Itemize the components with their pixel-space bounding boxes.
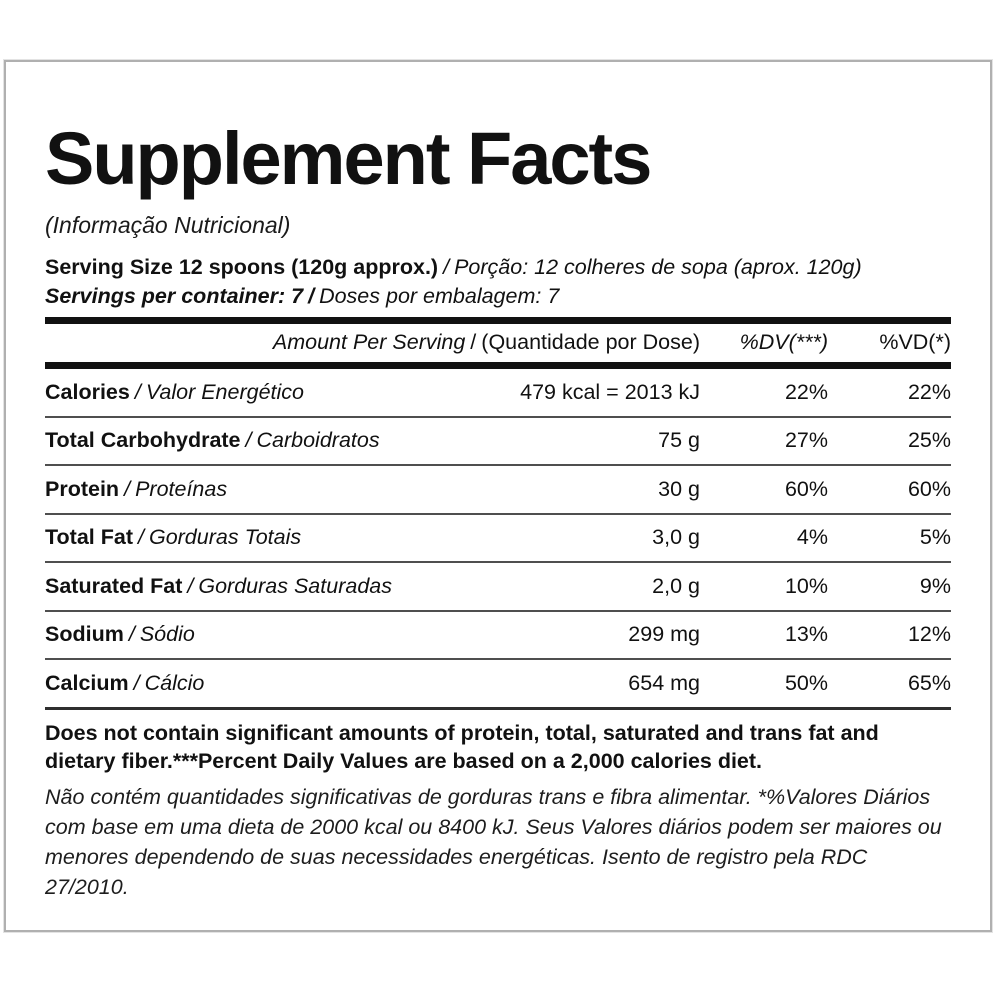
nutrient-name-en: Calories bbox=[45, 379, 130, 404]
table-row-total-carbohydrate: Total Carbohydrate / Carboidratos 75 g 27%… bbox=[45, 418, 951, 466]
nutrient-name: Calories / Valor Energético bbox=[45, 380, 485, 405]
dv-value: 22% bbox=[784, 379, 828, 404]
separator-slash: / bbox=[134, 379, 141, 404]
nutrient-name: Protein / Proteínas bbox=[45, 477, 485, 502]
page-title: Supplement Facts bbox=[45, 117, 652, 200]
label-content: Supplement Facts (Informação Nutricional… bbox=[6, 120, 990, 902]
nutrient-name-pt: Valor Energético bbox=[145, 379, 304, 404]
vd-value: 22% bbox=[907, 379, 951, 404]
nutrient-name-en: Saturated Fat bbox=[45, 573, 183, 598]
dv-value: 10% bbox=[784, 573, 828, 598]
table-row-protein: Protein / Proteínas 30 g 60% 60% bbox=[45, 466, 951, 515]
separator-slash: / bbox=[470, 330, 477, 354]
footnote-daily-values-en: Does not contain significant amounts of … bbox=[45, 720, 879, 774]
dv-value: 13% bbox=[784, 622, 828, 647]
table-row-calcium: Calcium / Cálcio 654 mg 50% 65% bbox=[45, 660, 951, 710]
footnote-daily-values-pt: Não contém quantidades significativas de… bbox=[45, 784, 942, 899]
servings-container-pt: Doses por embalagem: 7 bbox=[319, 284, 560, 308]
table-row-saturated-fat: Saturated Fat / Gorduras Saturadas 2,0 g 1… bbox=[45, 563, 951, 612]
vd-value: 5% bbox=[919, 525, 951, 550]
nutrient-name: Calcium / Cálcio bbox=[45, 671, 485, 696]
table-header-row: Amount Per Serving / (Quantidade por Dose)… bbox=[45, 324, 951, 362]
separator-slash: / bbox=[245, 428, 252, 453]
serving-info: Serving Size 12 spoons (120g approx.) / Po… bbox=[45, 253, 951, 311]
nutrient-table: Calories / Valor Energético 479 kcal = 201… bbox=[45, 369, 951, 710]
table-row-calories: Calories / Valor Energético 479 kcal = 201… bbox=[45, 369, 951, 418]
supplement-facts-label: Supplement Facts (Informação Nutricional… bbox=[4, 60, 992, 932]
serving-size-en: Serving Size 12 spoons (120g approx.) bbox=[45, 255, 439, 279]
amount-value: 299 mg bbox=[628, 622, 700, 647]
nutrient-name-en: Total Carbohydrate bbox=[45, 428, 241, 453]
vd-value: 60% bbox=[907, 476, 951, 501]
header-amount-pt: (Quantidade por Dose) bbox=[481, 330, 700, 354]
nutrient-name-en: Sodium bbox=[45, 622, 124, 647]
nutrient-name: Total Fat / Gorduras Totais bbox=[45, 525, 485, 550]
vd-value: 65% bbox=[907, 670, 951, 695]
nutrient-name-en: Total Fat bbox=[45, 525, 133, 550]
serving-size-pt: Porção: 12 colheres de sopa (aprox. 120g… bbox=[454, 255, 862, 279]
nutrient-name-pt: Carboidratos bbox=[256, 428, 380, 453]
amount-value: 479 kcal = 2013 kJ bbox=[520, 379, 700, 404]
header-amount-per-serving: Amount Per Serving / (Quantidade por Dose) bbox=[45, 330, 700, 355]
amount-value: 3,0 g bbox=[652, 525, 700, 550]
nutrient-name-en: Protein bbox=[45, 476, 120, 501]
nutrient-name-pt: Gorduras Totais bbox=[148, 525, 302, 550]
table-row-sodium: Sodium / Sódio 299 mg 13% 12% bbox=[45, 612, 951, 660]
separator-slash: / bbox=[187, 573, 194, 598]
nutrient-name: Total Carbohydrate / Carboidratos bbox=[45, 428, 485, 453]
separator-slash: / bbox=[137, 525, 144, 550]
dv-value: 27% bbox=[784, 428, 828, 453]
nutrient-name: Sodium / Sódio bbox=[45, 622, 485, 647]
amount-value: 2,0 g bbox=[652, 573, 700, 598]
servings-per-container-line: Servings per container: 7/Doses por emba… bbox=[45, 282, 951, 311]
nutrient-name-pt: Sódio bbox=[139, 622, 195, 647]
vd-value: 12% bbox=[907, 622, 951, 647]
table-row-total-fat: Total Fat / Gorduras Totais 3,0 g 4% 5% bbox=[45, 515, 951, 563]
amount-value: 75 g bbox=[658, 428, 700, 453]
subtitle-translation: (Informação Nutricional) bbox=[45, 212, 291, 238]
dv-value: 50% bbox=[784, 670, 828, 695]
serving-size-line: Serving Size 12 spoons (120g approx.) / Po… bbox=[45, 253, 951, 282]
amount-value: 30 g bbox=[658, 476, 700, 501]
separator-slash: / bbox=[128, 622, 135, 647]
header-amount-en: Amount Per Serving bbox=[272, 330, 466, 354]
nutrient-name-en: Calcium bbox=[45, 670, 129, 695]
dv-value: 4% bbox=[796, 525, 828, 550]
header-vd: %VD(*) bbox=[879, 330, 951, 354]
amount-value: 654 mg bbox=[628, 670, 700, 695]
divider-thick-header bbox=[45, 362, 951, 369]
nutrient-name-pt: Proteínas bbox=[135, 476, 228, 501]
nutrient-name: Saturated Fat / Gorduras Saturadas bbox=[45, 574, 485, 599]
nutrient-name-pt: Cálcio bbox=[144, 670, 205, 695]
nutrient-name-pt: Gorduras Saturadas bbox=[198, 573, 392, 598]
vd-value: 9% bbox=[919, 573, 951, 598]
separator-slash: / bbox=[133, 670, 140, 695]
header-dv: %DV(***) bbox=[739, 330, 828, 354]
divider-thick-top bbox=[45, 317, 951, 324]
servings-container-en: Servings per container: 7 bbox=[45, 284, 304, 308]
separator-slash: / bbox=[308, 284, 315, 308]
separator-slash: / bbox=[124, 476, 131, 501]
separator-slash: / bbox=[443, 255, 450, 279]
vd-value: 25% bbox=[907, 428, 951, 453]
dv-value: 60% bbox=[784, 476, 828, 501]
